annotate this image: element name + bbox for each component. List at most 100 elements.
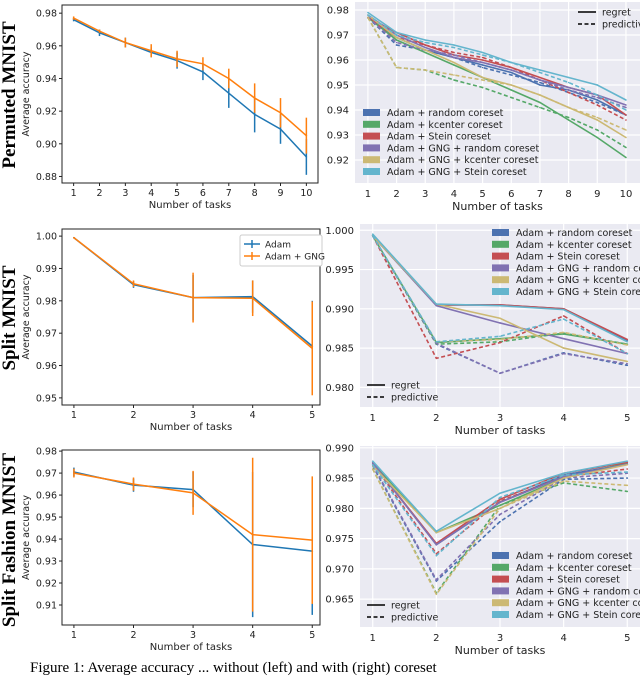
series-line-regret	[367, 11, 627, 101]
data-point-predictive	[395, 41, 398, 44]
data-point	[227, 92, 230, 94]
data-point-predictive	[626, 363, 629, 365]
data-point-predictive	[453, 46, 455, 49]
data-point-regret	[539, 69, 541, 71]
data-point	[98, 30, 101, 32]
legend-style-label: predictive	[391, 613, 438, 624]
data-point	[279, 111, 282, 114]
data-point	[279, 128, 282, 130]
data-point-predictive	[435, 342, 438, 345]
data-point-regret	[435, 304, 438, 307]
data-point-predictive	[625, 119, 627, 121]
legend-label: Adam + Stein coreset	[516, 575, 620, 586]
x-tick-label: 5	[174, 188, 180, 199]
y-tick-label: 0.97	[327, 31, 349, 42]
legend-label: Adam + GNG + Stein coreset	[387, 167, 527, 178]
data-point-regret	[435, 531, 438, 534]
x-tick-label: 2	[130, 410, 136, 421]
data-point-regret	[567, 76, 570, 79]
data-point-regret	[626, 460, 629, 462]
data-point-predictive	[453, 79, 455, 81]
y-tick-label: 0.995	[325, 265, 354, 276]
data-point-predictive	[596, 94, 599, 96]
data-point-regret	[453, 64, 455, 66]
y-tick-label: 0.97	[36, 469, 57, 480]
y-tick-label: 0.95	[327, 81, 349, 92]
data-point-regret	[481, 51, 484, 54]
data-point-predictive	[499, 496, 501, 499]
legend-swatch	[492, 240, 509, 248]
x-tick-label: 10	[620, 189, 633, 200]
y-axis-label: Average accuracy	[21, 495, 32, 580]
data-point-predictive	[367, 16, 369, 19]
x-axis-label: Number of tasks	[455, 424, 546, 437]
data-point-regret	[596, 99, 599, 101]
data-point-predictive	[481, 61, 484, 64]
data-point-predictive	[481, 86, 484, 89]
data-point-predictive	[453, 54, 455, 56]
legend-label: Adam + GNG + kcenter coreset	[516, 598, 640, 609]
y-tick-label: 0.97	[36, 329, 57, 340]
data-point	[253, 97, 256, 99]
legend-swatch	[492, 264, 509, 272]
x-tick-label: 4	[451, 189, 457, 200]
legend-swatch	[492, 288, 509, 295]
data-point	[192, 296, 194, 299]
y-tick-label: 0.99	[36, 264, 57, 275]
data-point-predictive	[435, 578, 438, 581]
data-point	[251, 533, 254, 536]
series-line-predictive	[367, 16, 627, 121]
data-point-regret	[424, 46, 427, 49]
data-point-predictive	[567, 89, 570, 91]
data-point	[132, 483, 135, 485]
data-point-predictive	[435, 593, 438, 596]
data-point-predictive	[510, 96, 513, 99]
data-point	[311, 539, 314, 541]
data-point-predictive	[499, 335, 501, 338]
y-tick-label: 0.91	[36, 600, 57, 611]
legend-style-label: predictive	[602, 20, 640, 31]
data-point-predictive	[562, 331, 565, 334]
data-point-predictive	[596, 129, 599, 131]
data-point-regret	[626, 341, 629, 343]
x-tick-label: 3	[422, 189, 428, 200]
data-point-predictive	[562, 482, 565, 484]
legend-swatch	[492, 575, 509, 583]
x-axis-label: Number of tasks	[455, 644, 546, 657]
legend-swatch	[363, 156, 380, 164]
data-point-predictive	[562, 315, 565, 317]
data-point-predictive	[435, 357, 438, 360]
data-point-predictive	[625, 146, 627, 149]
y-tick-label: 0.990	[325, 443, 354, 454]
x-tick-label: 1	[71, 630, 77, 641]
y-tick-label: 0.95	[36, 393, 57, 404]
panel-0: 1 2 3 4 5 6 7 8 9 10 0.88 0.90 0.92 0.94 0.96 0.98 Numbe…	[21, 4, 319, 211]
panel-1: 1 2 3 4 5 6 7 8 9 10 0.92 0.93 0.94 0.95 0.96 0.97 0.98 N…	[327, 2, 640, 213]
x-tick-label: 7	[226, 188, 232, 199]
data-point-predictive	[626, 344, 629, 346]
y-tick-label: 0.98	[327, 6, 349, 17]
data-point-predictive	[596, 116, 599, 119]
series-line	[73, 17, 307, 137]
data-point-regret	[481, 64, 484, 66]
y-tick-label: 0.98	[36, 9, 57, 20]
legend-style-label: predictive	[391, 393, 438, 404]
series-group	[73, 457, 314, 618]
data-point-predictive	[453, 51, 455, 54]
legend-swatch	[492, 563, 509, 571]
data-point-predictive	[626, 484, 629, 487]
data-point	[176, 58, 178, 60]
x-tick-label: 5	[624, 413, 630, 424]
y-tick-label: 0.95	[36, 513, 57, 524]
data-point-predictive	[395, 44, 398, 46]
data-point-predictive	[625, 109, 627, 111]
data-point-predictive	[481, 66, 484, 69]
data-point-regret	[424, 51, 427, 54]
series-group	[72, 16, 308, 175]
x-tick-label: 7	[537, 189, 543, 200]
data-point-regret	[562, 477, 565, 479]
data-point-predictive	[481, 54, 484, 56]
data-point-regret	[562, 472, 565, 475]
y-tick-label: 0.980	[325, 383, 354, 394]
data-point-predictive	[510, 66, 513, 69]
